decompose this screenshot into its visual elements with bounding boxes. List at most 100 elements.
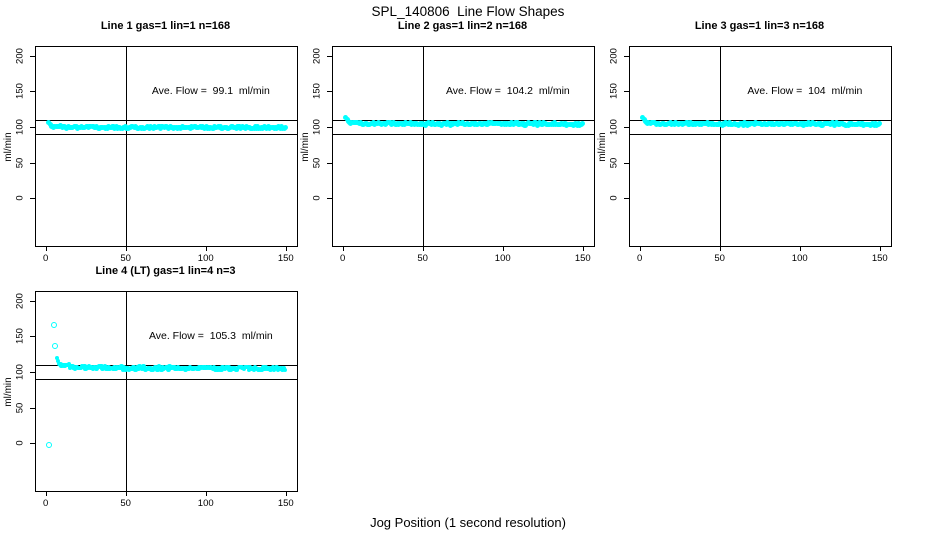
y-tick-label: 200 xyxy=(14,47,26,64)
data-point xyxy=(262,366,267,372)
x-tick-label: 0 xyxy=(42,498,49,509)
x-tick-label: 150 xyxy=(574,253,591,264)
x-tick-label: 0 xyxy=(636,253,643,264)
x-tick-label: 150 xyxy=(277,498,294,509)
x-tick-label: 0 xyxy=(42,253,49,264)
data-point xyxy=(83,366,88,372)
data-point xyxy=(113,366,118,372)
y-tick-label: 50 xyxy=(608,157,620,168)
y-tick-label: 100 xyxy=(311,118,323,135)
data-point xyxy=(246,367,252,373)
y-tick-label: 150 xyxy=(311,83,323,100)
data-point xyxy=(102,363,108,369)
x-tick-label: 100 xyxy=(494,253,511,264)
data-point xyxy=(579,120,585,126)
reference-line-vertical xyxy=(719,47,721,246)
y-tick-mark xyxy=(30,300,35,302)
data-point xyxy=(159,367,164,373)
y-tick-label: 50 xyxy=(14,402,26,413)
x-tick-mark xyxy=(125,491,127,496)
y-tick-label: 0 xyxy=(14,195,26,201)
data-point xyxy=(196,366,201,372)
x-tick-label: 50 xyxy=(417,253,428,264)
reference-line-vertical xyxy=(125,292,127,491)
x-tick-mark xyxy=(422,246,424,251)
data-point xyxy=(82,363,87,369)
reference-line-vertical xyxy=(422,47,424,246)
y-axis-label: ml/min xyxy=(597,131,608,162)
y-tick-mark xyxy=(624,198,629,200)
y-tick-mark xyxy=(624,55,629,57)
average-flow-annotation: Ave. Flow = 99.1 ml/min xyxy=(151,84,270,97)
x-tick-mark xyxy=(205,491,207,496)
x-tick-mark xyxy=(125,246,127,251)
data-point-outlier xyxy=(45,442,52,449)
panel-line-4: Line 4 (LT) gas=1 lin=4 n=3 ml/min 0 50 10… xyxy=(0,265,306,515)
y-tick-mark xyxy=(624,162,629,164)
data-point xyxy=(241,366,247,372)
data-point xyxy=(251,367,257,372)
plot-area: ml/min 0 50 100 150 200 0 50 100 150 Ave. Flow = … xyxy=(3,291,298,509)
x-tick-mark xyxy=(639,246,641,251)
y-tick-mark xyxy=(30,443,35,445)
y-tick-mark xyxy=(624,91,629,93)
y-tick-label: 0 xyxy=(14,440,26,446)
y-tick-mark xyxy=(30,91,35,93)
y-tick-mark xyxy=(327,55,332,57)
data-point xyxy=(876,121,882,126)
x-tick-label: 50 xyxy=(714,253,725,264)
reference-line-horizontal xyxy=(630,134,891,136)
reference-line-horizontal xyxy=(630,119,891,121)
y-tick-mark xyxy=(327,198,332,200)
plot-area: ml/min 0 50 100 150 200 0 50 100 150 Ave. Flow = … xyxy=(3,46,298,264)
data-point-outlier xyxy=(52,343,59,350)
y-tick-label: 0 xyxy=(311,195,323,201)
x-tick-mark xyxy=(342,246,344,251)
x-tick-mark xyxy=(799,246,801,251)
plot-area: ml/min 0 50 100 150 200 0 50 100 150 Ave. Flow = … xyxy=(300,46,595,264)
panel-title: Line 4 (LT) gas=1 lin=4 n=3 xyxy=(95,265,236,277)
x-tick-mark xyxy=(719,246,721,251)
data-point xyxy=(55,358,61,364)
panel-line-1: Line 1 gas=1 lin=1 n=168 ml/min 0 50 100 15… xyxy=(0,20,306,270)
data-point xyxy=(174,366,180,372)
y-tick-label: 100 xyxy=(14,363,26,380)
x-tick-label: 100 xyxy=(197,253,214,264)
reference-line-vertical xyxy=(125,47,127,246)
x-axis-label: Jog Position (1 second resolution) xyxy=(370,515,566,530)
data-point xyxy=(234,367,240,373)
x-tick-label: 0 xyxy=(339,253,346,264)
panel-title: Line 2 gas=1 lin=2 n=168 xyxy=(397,20,528,32)
panel-line-2: Line 2 gas=1 lin=2 n=168 ml/min 0 50 100 15… xyxy=(297,20,603,270)
data-point xyxy=(282,367,288,373)
x-tick-label: 100 xyxy=(791,253,808,264)
x-tick-mark xyxy=(502,246,504,251)
data-point xyxy=(259,367,265,372)
y-tick-label: 150 xyxy=(14,83,26,100)
average-flow-annotation: Ave. Flow = 104.2 ml/min xyxy=(445,84,570,97)
y-tick-label: 50 xyxy=(14,157,26,168)
data-point xyxy=(101,365,106,371)
x-tick-mark xyxy=(45,246,47,251)
reference-line-horizontal xyxy=(36,134,297,136)
x-tick-label: 50 xyxy=(120,498,131,509)
y-axis-label: ml/min xyxy=(3,131,14,162)
y-tick-label: 100 xyxy=(14,118,26,135)
chart-title: SPL_140806 Line Flow Shapes xyxy=(371,4,565,19)
y-tick-mark xyxy=(624,126,629,128)
data-point xyxy=(245,364,250,370)
data-point xyxy=(274,365,279,370)
y-tick-label: 200 xyxy=(14,292,26,309)
data-point xyxy=(119,364,124,369)
x-tick-label: 50 xyxy=(120,253,131,264)
data-point xyxy=(131,364,136,370)
y-tick-label: 0 xyxy=(608,195,620,201)
y-tick-mark xyxy=(30,126,35,128)
x-tick-label: 150 xyxy=(277,253,294,264)
y-tick-mark xyxy=(30,55,35,57)
y-axis-label: ml/min xyxy=(3,376,14,407)
y-tick-mark xyxy=(30,198,35,200)
average-flow-annotation: Ave. Flow = 105.3 ml/min xyxy=(148,329,273,342)
x-tick-label: 150 xyxy=(871,253,888,264)
y-tick-mark xyxy=(327,91,332,93)
